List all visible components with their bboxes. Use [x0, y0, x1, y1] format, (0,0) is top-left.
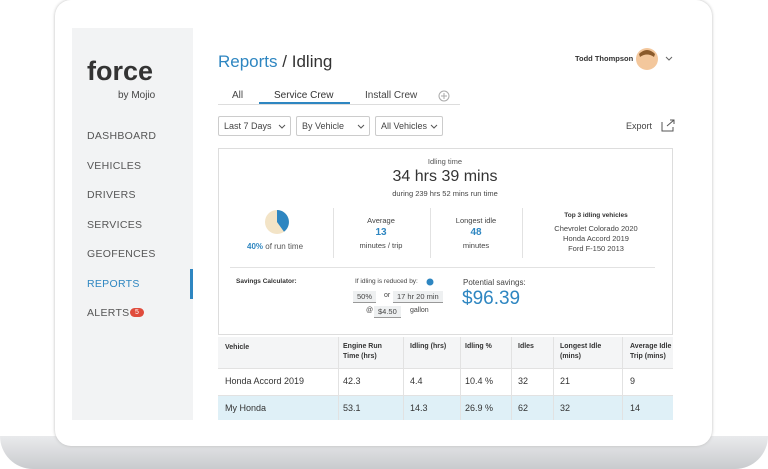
table-cell: 21	[560, 376, 571, 386]
longest-label: Longest idle	[455, 216, 497, 225]
export-icon[interactable]	[660, 118, 676, 132]
top-vehicle: Honda Accord 2019	[563, 234, 629, 243]
filter-select[interactable]: All Vehicles	[375, 116, 443, 136]
calc-time[interactable]: 17 hr 20 min	[393, 291, 443, 303]
card-rule	[230, 267, 655, 268]
column-header[interactable]: Vehicle	[225, 344, 250, 351]
tab-rule	[218, 104, 460, 105]
table-header	[218, 337, 673, 368]
chevron	[357, 124, 365, 129]
filter-select[interactable]: Last 7 Days	[218, 116, 291, 136]
breadcrumb-parent[interactable]: Reports	[218, 52, 278, 71]
column-header[interactable]: Idling %	[465, 343, 492, 350]
table-cell: 14.3	[410, 403, 428, 413]
longest-value: 48	[470, 227, 482, 238]
row-highlight	[218, 395, 673, 420]
nav-item[interactable]: SERVICES	[87, 219, 143, 231]
run-share: 40% of run time	[247, 242, 303, 251]
calc-percent[interactable]: 50%	[353, 291, 377, 303]
nav-item[interactable]: VEHICLES	[87, 160, 142, 172]
nav-item[interactable]: REPORTS	[87, 278, 140, 290]
run-share-value: 40%	[247, 242, 264, 251]
logo: force	[87, 56, 154, 86]
run-share-pie	[265, 210, 289, 234]
table-cell: 32	[518, 376, 529, 386]
add-tab[interactable]	[438, 90, 450, 102]
longest-unit: minutes	[462, 241, 490, 250]
divider	[430, 208, 431, 258]
idling-note: during 239 hrs 52 mins run time	[392, 189, 498, 198]
column-divider	[622, 337, 623, 420]
column-header[interactable]: Average Idle per Trip (mins)	[630, 343, 673, 360]
breadcrumb: Reports / Idling	[218, 52, 332, 72]
sidebar	[72, 28, 193, 420]
table-cell: 32	[560, 403, 571, 413]
column-header[interactable]: Idles	[518, 343, 534, 350]
column-divider	[511, 337, 512, 420]
column-divider	[460, 337, 461, 420]
calc-unit: gallon	[410, 307, 429, 314]
nav-item[interactable]: GEOFENCES	[87, 248, 156, 260]
tab-underline	[259, 102, 350, 104]
calc-at: @	[366, 307, 374, 314]
export[interactable]: Export	[626, 121, 653, 131]
table-cell: My Honda	[225, 403, 267, 413]
divider	[333, 208, 334, 258]
nav-active-bar	[190, 269, 193, 299]
top-label: Top 3 idling vehicles	[564, 212, 628, 219]
average-unit: minutes / trip	[359, 241, 403, 250]
savings-value: $96.39	[462, 288, 521, 309]
calc-or: or	[384, 292, 391, 299]
table-cell: 62	[518, 403, 529, 413]
column-header[interactable]: Longest Idle (mins)	[560, 343, 602, 360]
table-cell: Honda Accord 2019	[225, 376, 305, 386]
avatar[interactable]	[634, 46, 678, 72]
table-cell: 10.4 %	[465, 376, 494, 386]
table-cell: 14	[630, 403, 641, 413]
average-label: Average	[367, 216, 395, 225]
tab[interactable]: Install Crew	[365, 90, 418, 101]
row-rule	[218, 368, 673, 369]
table: Vehicle Engine Run Time (hrs) Idling (hrs)…	[218, 337, 673, 420]
chevron	[430, 124, 438, 129]
column-divider	[338, 337, 339, 420]
table-cell: 26.9 %	[465, 403, 494, 413]
info-icon[interactable]	[426, 278, 434, 286]
column-divider	[553, 337, 554, 420]
nav-item[interactable]: DASHBOARD	[87, 130, 157, 142]
divider	[522, 208, 523, 258]
table-cell: 9	[630, 376, 636, 386]
average-value: 13	[375, 227, 387, 238]
alert-badge: 5	[130, 308, 144, 317]
summary-card	[218, 148, 673, 335]
tab[interactable]: Service Crew	[274, 90, 334, 101]
calc-title: Savings Calculator:	[236, 278, 297, 285]
logo-sub: by Mojio	[118, 90, 156, 101]
nav-item[interactable]: DRIVERS	[87, 189, 136, 201]
savings-label: Potential savings:	[463, 278, 526, 287]
idling-value: 34 hrs 39 mins	[392, 168, 498, 185]
user-name[interactable]: Todd Thompson	[575, 54, 634, 63]
column-header[interactable]: Idling (hrs)	[410, 343, 447, 350]
top-vehicle: Ford F-150 2013	[568, 244, 624, 253]
column-header[interactable]: Engine Run Time (hrs)	[343, 343, 382, 360]
breadcrumb-current: Idling	[291, 52, 333, 71]
filter-select[interactable]: By Vehicle	[296, 116, 370, 136]
breadcrumb-sep: /	[282, 52, 287, 71]
calc-price[interactable]: $4.50	[374, 306, 401, 318]
run-share-label: of run time	[265, 242, 304, 251]
table-cell: 4.4	[410, 376, 423, 386]
tab[interactable]: All	[232, 90, 244, 101]
top-vehicle: Chevrolet Colorado 2020	[554, 224, 638, 233]
table-cell: 42.3	[343, 376, 361, 386]
chevron	[278, 124, 286, 129]
table-cell: 53.1	[343, 403, 361, 413]
column-divider	[403, 337, 404, 420]
nav-item[interactable]: ALERTS	[87, 307, 130, 319]
row-rule	[218, 395, 673, 396]
idling-label: Idling time	[427, 157, 463, 166]
calc-prompt: If idling is reduced by:	[355, 278, 418, 285]
